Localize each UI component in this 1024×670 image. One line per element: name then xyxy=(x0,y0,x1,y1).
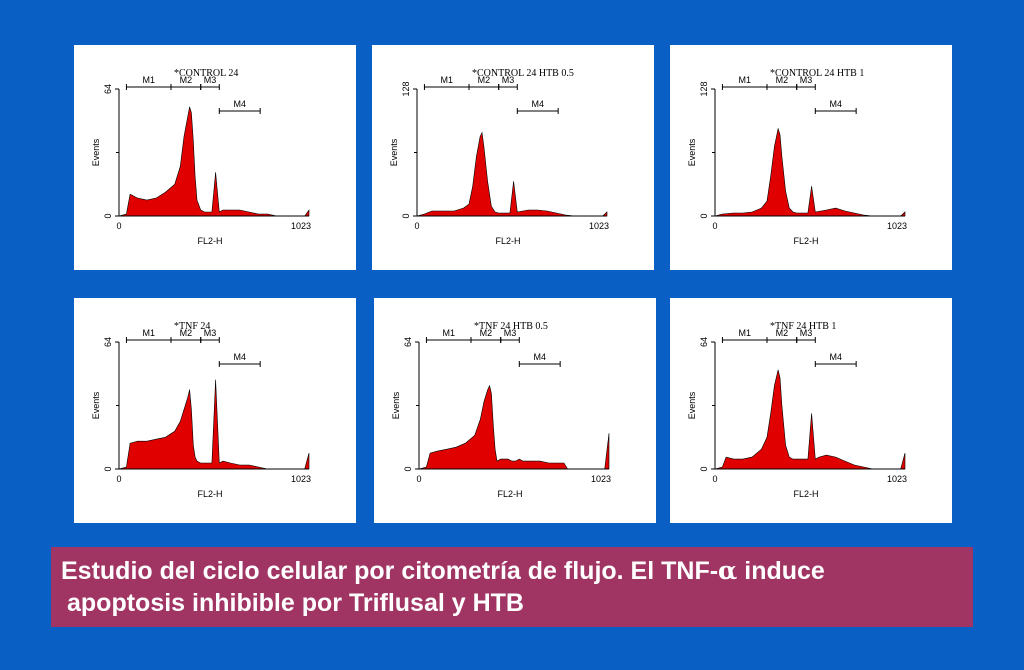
marker-label-m1: M1 xyxy=(738,75,751,85)
y-tick-label-max: 128 xyxy=(401,81,411,96)
y-tick-label-min: 0 xyxy=(103,213,113,218)
histogram-panel-5: *TNF 24 HTB 0.5 M1 M2 M3 M4 64 0 0 1023 FL2-H Even… xyxy=(374,298,656,523)
x-tick-label-max: 1023 xyxy=(591,474,611,484)
y-tick-label-max: 64 xyxy=(103,84,113,94)
histogram-svg-6: *TNF 24 HTB 1 M1 M2 M3 M4 64 00 1023 FL2-H Events xyxy=(687,321,907,499)
x-tick-label-max: 1023 xyxy=(589,221,609,231)
caption-box: Estudio del ciclo celular por citometría… xyxy=(51,547,973,627)
histogram-svg-1: *CONTROL 24 M1 M2 M3 M4 64 00 1023 FL2-H Events xyxy=(91,68,311,246)
caption-alpha: α xyxy=(718,556,738,585)
x-tick-label-min: 0 xyxy=(116,474,121,484)
y-axis-label: Events xyxy=(91,391,101,419)
y-tick-label-max: 64 xyxy=(103,337,113,347)
histogram-panel-1: *CONTROL 24 M1 M2 M3 M4 64 0 0 1023 FL2-H Events xyxy=(74,45,356,270)
x-axis-label: FL2-H xyxy=(495,236,520,246)
y-axis-label: Events xyxy=(391,391,401,419)
chart-title: *TNF 24 xyxy=(174,321,210,332)
x-tick-label-max: 1023 xyxy=(291,221,311,231)
x-tick-label-min: 0 xyxy=(414,221,419,231)
marker-label-m3: M3 xyxy=(502,75,515,85)
x-tick-label-min: 0 xyxy=(416,474,421,484)
x-axis-label: FL2-H xyxy=(197,236,222,246)
caption-line1-post: induce xyxy=(737,557,825,585)
marker-label-m4: M4 xyxy=(233,352,246,362)
chart-title: *TNF 24 HTB 0.5 xyxy=(474,321,548,332)
marker-label-m2: M2 xyxy=(478,75,491,85)
marker-label-m2: M2 xyxy=(776,328,789,338)
histogram-area xyxy=(714,369,906,470)
y-tick-label-max: 128 xyxy=(699,81,709,96)
marker-label-m4: M4 xyxy=(829,352,842,362)
x-tick-label-max: 1023 xyxy=(887,221,907,231)
y-axis-label: Events xyxy=(91,138,101,166)
marker-label-m4: M4 xyxy=(233,99,246,109)
x-axis-label: FL2-H xyxy=(793,489,818,499)
y-tick-label-min: 0 xyxy=(699,466,709,471)
y-tick-label-min: 0 xyxy=(103,466,113,471)
marker-label-m1: M1 xyxy=(442,328,455,338)
marker-label-m3: M3 xyxy=(504,328,517,338)
histogram-panel-4: *TNF 24 M1 M2 M3 M4 64 0 0 1023 FL2-H Events xyxy=(74,298,356,523)
x-axis-label: FL2-H xyxy=(497,489,522,499)
marker-label-m4: M4 xyxy=(829,99,842,109)
x-axis-label: FL2-H xyxy=(197,489,222,499)
histogram-area xyxy=(118,106,310,217)
histogram-panel-6: *TNF 24 HTB 1 M1 M2 M3 M4 64 0 0 1023 FL2-H Events xyxy=(670,298,952,523)
x-tick-label-min: 0 xyxy=(712,474,717,484)
marker-label-m1: M1 xyxy=(142,328,155,338)
histogram-area xyxy=(416,131,608,217)
histogram-panel-2: *CONTROL 24 HTB 0.5 M1 M2 M3 M4 128 0 0 1023 FL2-… xyxy=(372,45,654,270)
histogram-svg-5: *TNF 24 HTB 0.5 M1 M2 M3 M4 64 00 1023 FL2-H Even… xyxy=(391,321,611,499)
caption-line2: apoptosis inhibible por Triflusal y HTB xyxy=(67,589,524,617)
marker-label-m1: M1 xyxy=(142,75,155,85)
y-tick-label-min: 0 xyxy=(699,213,709,218)
marker-label-m3: M3 xyxy=(800,75,813,85)
y-tick-label-max: 64 xyxy=(403,337,413,347)
x-tick-label-max: 1023 xyxy=(887,474,907,484)
marker-label-m4: M4 xyxy=(531,99,544,109)
histogram-area xyxy=(418,384,610,470)
marker-label-m3: M3 xyxy=(204,75,217,85)
chart-title: *TNF 24 HTB 1 xyxy=(770,321,836,332)
y-tick-label-min: 0 xyxy=(401,213,411,218)
marker-label-m1: M1 xyxy=(440,75,453,85)
y-tick-label-min: 0 xyxy=(403,466,413,471)
marker-label-m2: M2 xyxy=(776,75,789,85)
y-axis-label: Events xyxy=(687,138,697,166)
marker-label-m2: M2 xyxy=(480,328,493,338)
x-axis-label: FL2-H xyxy=(793,236,818,246)
marker-label-m2: M2 xyxy=(180,75,193,85)
y-tick-label-max: 64 xyxy=(699,337,709,347)
chart-title: *CONTROL 24 xyxy=(174,68,238,79)
x-tick-label-min: 0 xyxy=(712,221,717,231)
histogram-svg-3: *CONTROL 24 HTB 1 M1 M2 M3 M4 128 00 1023 FL2-H E… xyxy=(687,68,907,246)
histogram-area xyxy=(714,127,906,217)
y-axis-label: Events xyxy=(687,391,697,419)
y-axis-label: Events xyxy=(389,138,399,166)
marker-label-m3: M3 xyxy=(204,328,217,338)
caption-line1-pre: Estudio del ciclo celular por citometría… xyxy=(61,557,719,585)
marker-label-m4: M4 xyxy=(533,352,546,362)
histogram-svg-2: *CONTROL 24 HTB 0.5 M1 M2 M3 M4 128 00 1023 FL2-… xyxy=(389,68,609,246)
chart-title: *CONTROL 24 HTB 0.5 xyxy=(472,68,574,79)
marker-label-m1: M1 xyxy=(738,328,751,338)
x-tick-label-max: 1023 xyxy=(291,474,311,484)
chart-title: *CONTROL 24 HTB 1 xyxy=(770,68,864,79)
histogram-area xyxy=(118,379,310,470)
marker-label-m3: M3 xyxy=(800,328,813,338)
histogram-svg-4: *TNF 24 M1 M2 M3 M4 64 00 1023 FL2-H Events xyxy=(91,321,311,499)
x-tick-label-min: 0 xyxy=(116,221,121,231)
marker-label-m2: M2 xyxy=(180,328,193,338)
caption-line1: Estudio del ciclo celular por citometría… xyxy=(61,556,825,585)
histogram-panel-3: *CONTROL 24 HTB 1 M1 M2 M3 M4 128 0 0 1023 FL2-H E… xyxy=(670,45,952,270)
